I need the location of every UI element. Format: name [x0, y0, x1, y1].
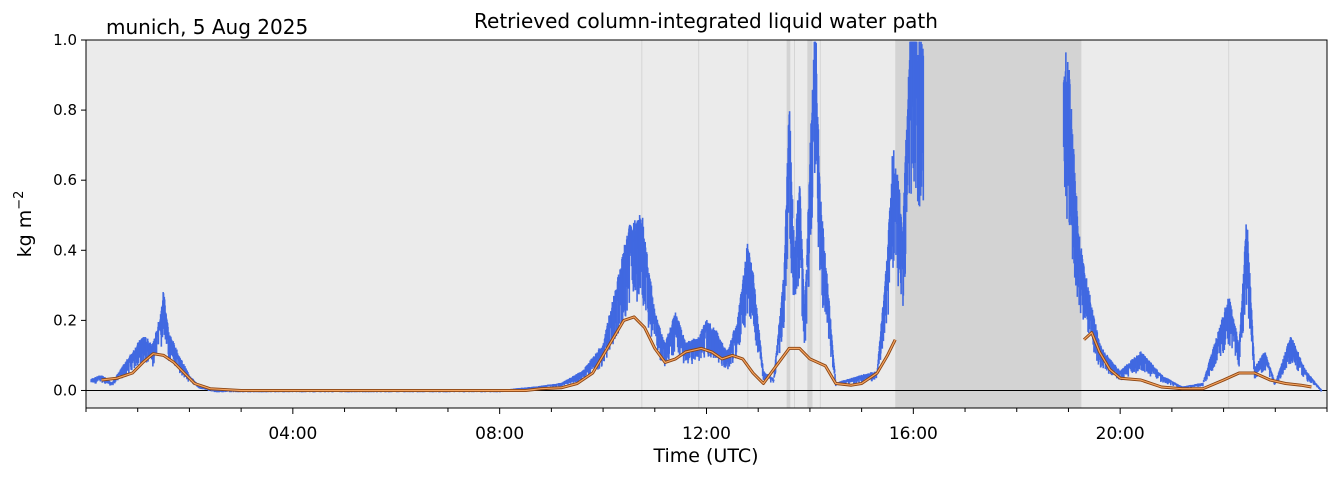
y-tick-label: 1.0	[53, 31, 77, 49]
x-axis-label: Time (UTC)	[652, 445, 758, 467]
lwp-smooth-line	[1083, 332, 1312, 390]
x-tick-label: 12:00	[682, 424, 731, 444]
flagged-interval	[786, 40, 791, 408]
x-tick-label: 20:00	[1096, 424, 1145, 444]
y-axis-label-exponent: −2	[12, 191, 27, 210]
lwp-smooth-line	[101, 316, 896, 392]
y-tick-label: 0.2	[53, 311, 77, 329]
location-label: munich, 5 Aug 2025	[106, 15, 308, 39]
y-axis-label-base: kg m	[14, 210, 36, 258]
y-tick-label: 0.8	[53, 101, 77, 119]
x-tick-label: 04:00	[268, 424, 317, 444]
y-tick-label: 0.0	[53, 381, 77, 399]
y-axis-label: kg m−2	[12, 191, 36, 258]
flagged-interval	[895, 40, 1082, 408]
y-tick-label: 0.6	[53, 171, 77, 189]
x-tick-label: 08:00	[475, 424, 524, 444]
y-tick-label: 0.4	[53, 241, 77, 259]
chart-title: Retrieved column-integrated liquid water…	[474, 9, 938, 33]
x-tick-label: 16:00	[889, 424, 938, 444]
